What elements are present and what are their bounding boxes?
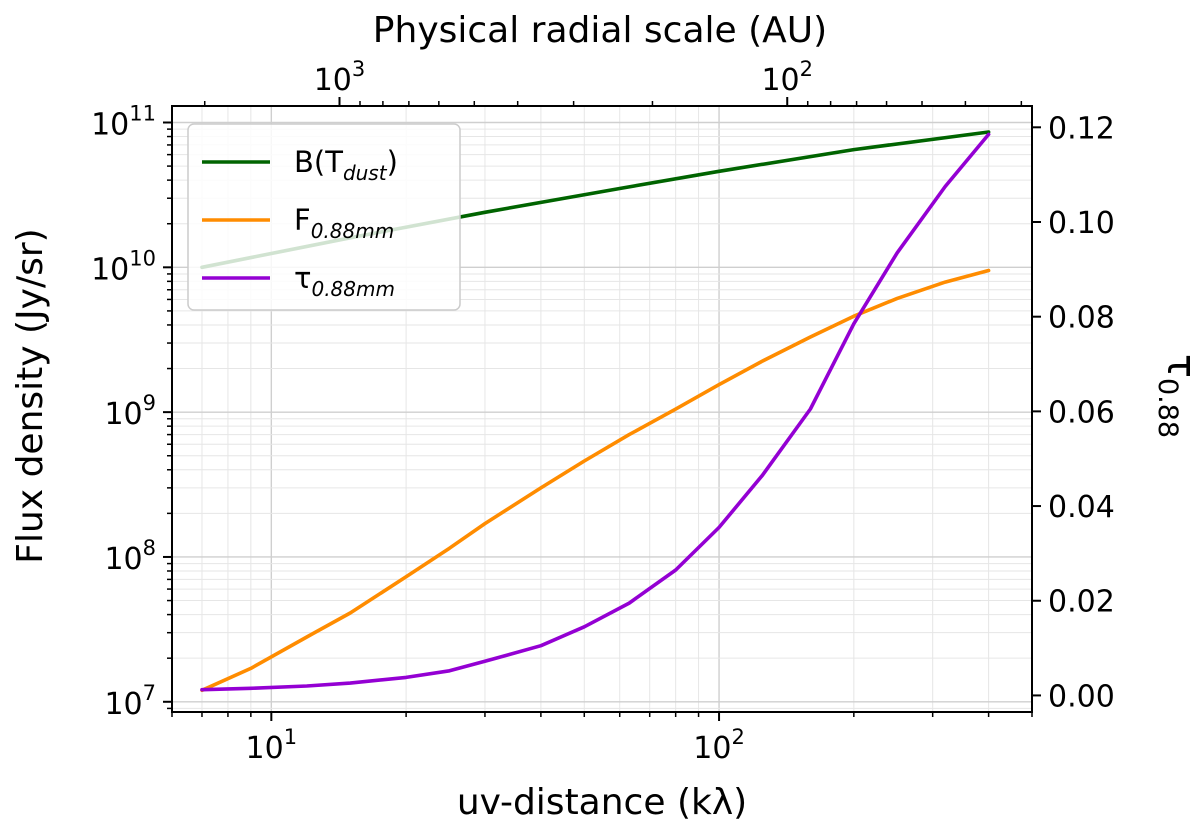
legend-box (187, 123, 461, 311)
y-tick-label: 108 (104, 536, 156, 577)
tick-label-exponent: 2 (800, 57, 813, 81)
y-axis-title: Flux density (Jy/sr) (10, 228, 51, 563)
legend-label-main: B(T (294, 145, 343, 179)
legend-label-sub: 0.88mm (311, 277, 395, 301)
tick-label-base: 10 (314, 63, 352, 98)
top-axis-title: Physical radial scale (AU) (373, 10, 827, 51)
tick-label-exponent: 11 (129, 102, 156, 126)
legend-label-main: τ (294, 261, 311, 295)
right-tick-label: 0.06 (1048, 395, 1115, 430)
x-axis-title: uv-distance (kλ) (457, 782, 747, 823)
series-line (200, 132, 991, 692)
right-tick-label: 0.02 (1048, 585, 1115, 620)
tick-label-exponent: 2 (731, 725, 744, 749)
tick-label-base: 10 (761, 63, 799, 98)
right-tick-label: 0.00 (1048, 679, 1115, 714)
tick-label-base: 10 (91, 252, 129, 287)
legend-label: F0.88mm (294, 203, 394, 243)
legend-label-sub: 0.88mm (311, 219, 395, 243)
tick-label-exponent: 9 (143, 391, 156, 415)
right-tick-label: 0.12 (1048, 111, 1115, 146)
right-tick-label: 0.04 (1048, 490, 1115, 525)
legend-label-main: F (294, 203, 311, 237)
tick-label-exponent: 1 (284, 725, 297, 749)
right-axis-title-main: τ (1158, 354, 1200, 378)
plot-frame (171, 105, 1033, 713)
tick-label-base: 10 (104, 687, 142, 722)
tick-label-base: 10 (104, 542, 142, 577)
right-tick-label: 0.08 (1048, 301, 1115, 336)
y-tick-label: 1010 (91, 246, 156, 287)
series-line (200, 268, 991, 693)
right-axis-title: τ0.88 (1152, 354, 1200, 438)
top-tick-label: 103 (314, 57, 366, 98)
x-tick-label: 101 (246, 725, 298, 766)
legend-label: τ0.88mm (294, 261, 395, 301)
legend-label-sub: dust (343, 161, 388, 185)
top-tick-label: 102 (761, 57, 813, 98)
right-axis-title-sub: 0.88 (1152, 378, 1183, 438)
legend-label-tail: ) (387, 145, 398, 179)
tick-label-exponent: 8 (143, 536, 156, 560)
y-tick-label: 109 (104, 391, 156, 432)
y-tick-label: 107 (104, 681, 156, 722)
tick-label-exponent: 7 (143, 681, 156, 705)
tick-label-base: 10 (104, 397, 142, 432)
tick-layer (163, 97, 1041, 721)
tick-label-base: 10 (693, 731, 731, 766)
tick-label-exponent: 10 (129, 246, 156, 270)
tick-label-base: 10 (246, 731, 284, 766)
y-tick-label: 1011 (91, 102, 156, 143)
right-tick-label: 0.10 (1048, 206, 1115, 241)
x-tick-label: 102 (693, 725, 745, 766)
tick-label-base: 10 (91, 108, 129, 143)
tick-label-exponent: 3 (352, 57, 365, 81)
legend-label: B(Tdust) (294, 145, 398, 185)
